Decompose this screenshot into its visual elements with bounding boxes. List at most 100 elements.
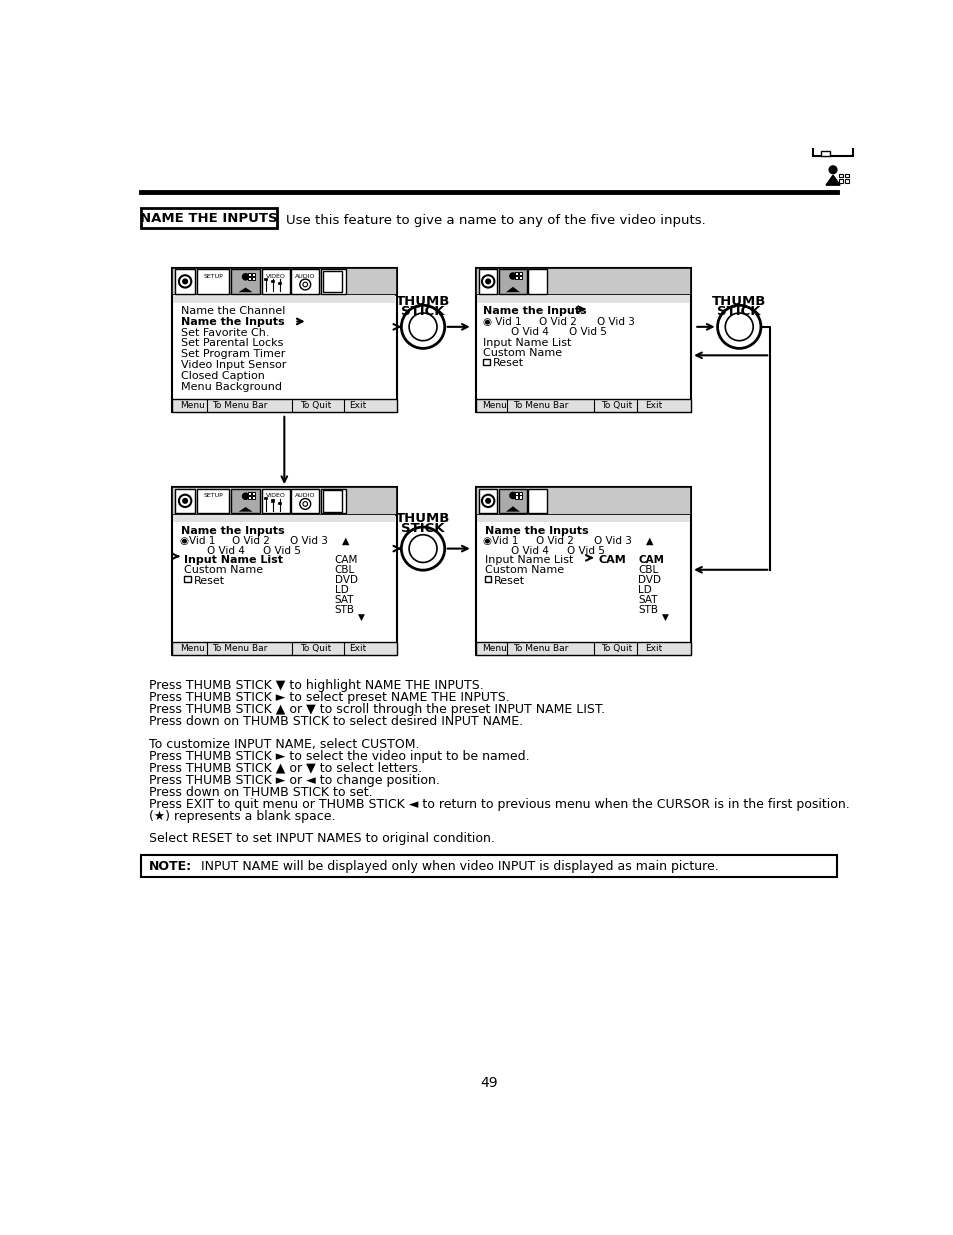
Text: O Vid 3: O Vid 3 xyxy=(593,536,631,546)
Bar xyxy=(172,487,396,515)
Bar xyxy=(323,490,341,511)
Bar xyxy=(141,209,276,228)
Bar xyxy=(264,278,267,280)
Text: Press THUMB STICK ▼ to highlight NAME THE INPUTS.: Press THUMB STICK ▼ to highlight NAME TH… xyxy=(149,679,483,693)
Bar xyxy=(476,399,691,412)
Text: Reset: Reset xyxy=(493,358,523,368)
Text: Menu: Menu xyxy=(481,643,506,653)
Bar xyxy=(476,642,691,655)
Text: Input Name List: Input Name List xyxy=(483,337,571,347)
Text: To Quit: To Quit xyxy=(299,401,331,410)
Text: Press down on THUMB STICK to set.: Press down on THUMB STICK to set. xyxy=(149,785,372,799)
Circle shape xyxy=(242,493,249,499)
FancyBboxPatch shape xyxy=(231,489,260,514)
Bar xyxy=(271,280,274,282)
Text: SAT: SAT xyxy=(638,595,658,605)
Text: Use this feature to give a name to any of the five video inputs.: Use this feature to give a name to any o… xyxy=(286,214,705,227)
FancyBboxPatch shape xyxy=(320,269,345,294)
Text: SETUP: SETUP xyxy=(203,274,223,279)
Text: Press THUMB STICK ► or ◄ to change position.: Press THUMB STICK ► or ◄ to change posit… xyxy=(149,774,439,787)
Bar xyxy=(476,487,691,515)
Text: O Vid 3: O Vid 3 xyxy=(596,317,634,327)
Text: O Vid 2: O Vid 2 xyxy=(538,317,577,327)
Polygon shape xyxy=(238,288,253,293)
Circle shape xyxy=(509,273,516,279)
Text: O Vid 3: O Vid 3 xyxy=(290,536,327,546)
Bar xyxy=(518,492,521,495)
Text: ▼: ▼ xyxy=(661,613,668,621)
Text: ◉ Vid 1: ◉ Vid 1 xyxy=(483,317,521,327)
Bar xyxy=(252,277,254,280)
Text: Press THUMB STICK ▲ or ▼ to scroll through the preset INPUT NAME LIST.: Press THUMB STICK ▲ or ▼ to scroll throu… xyxy=(149,704,604,716)
Circle shape xyxy=(242,274,249,280)
Bar xyxy=(172,268,396,412)
Text: ▼: ▼ xyxy=(357,613,364,621)
Text: Name the Inputs: Name the Inputs xyxy=(484,526,588,536)
Bar xyxy=(518,275,521,279)
Bar xyxy=(476,515,689,522)
Bar xyxy=(172,399,396,412)
Polygon shape xyxy=(505,287,519,293)
FancyBboxPatch shape xyxy=(478,269,497,294)
Text: O Vid 2: O Vid 2 xyxy=(536,536,574,546)
Bar xyxy=(141,856,836,877)
Bar xyxy=(515,495,517,499)
FancyBboxPatch shape xyxy=(174,269,195,294)
Polygon shape xyxy=(238,508,253,511)
Bar xyxy=(476,268,691,295)
Bar xyxy=(248,493,251,495)
Text: Press THUMB STICK ► to select the video input to be named.: Press THUMB STICK ► to select the video … xyxy=(149,750,529,763)
Bar xyxy=(172,487,396,655)
Bar xyxy=(173,295,395,303)
Bar xyxy=(172,642,396,655)
Text: Exit: Exit xyxy=(644,401,661,410)
Text: Set Favorite Ch.: Set Favorite Ch. xyxy=(181,327,270,337)
Text: Set Parental Locks: Set Parental Locks xyxy=(181,338,283,348)
Text: Input Name List: Input Name List xyxy=(184,555,283,564)
Bar xyxy=(476,268,691,295)
Bar xyxy=(476,399,691,412)
Text: STICK: STICK xyxy=(717,305,760,317)
Text: O Vid 4: O Vid 4 xyxy=(511,327,549,337)
FancyBboxPatch shape xyxy=(478,489,497,514)
FancyBboxPatch shape xyxy=(196,269,229,294)
Bar xyxy=(252,496,254,499)
Bar xyxy=(173,515,395,522)
Text: CBL: CBL xyxy=(638,564,659,574)
Bar xyxy=(172,487,396,515)
Text: To Menu Bar: To Menu Bar xyxy=(212,401,268,410)
Bar xyxy=(271,499,274,501)
FancyBboxPatch shape xyxy=(196,489,229,514)
FancyBboxPatch shape xyxy=(261,489,290,514)
Text: NOTE:: NOTE: xyxy=(149,860,192,873)
Bar xyxy=(248,273,251,275)
Bar xyxy=(248,496,251,499)
Text: THUMB: THUMB xyxy=(395,511,450,525)
Bar xyxy=(476,487,691,655)
Text: CAM: CAM xyxy=(598,555,625,564)
Bar xyxy=(172,268,396,295)
Text: Menu: Menu xyxy=(179,401,204,410)
Text: Exit: Exit xyxy=(348,643,366,653)
Text: Custom Name: Custom Name xyxy=(184,564,263,574)
Text: Exit: Exit xyxy=(644,643,661,653)
Polygon shape xyxy=(825,175,840,185)
Text: Name the Inputs: Name the Inputs xyxy=(181,526,285,536)
Text: Press down on THUMB STICK to select desired INPUT NAME.: Press down on THUMB STICK to select desi… xyxy=(149,715,522,729)
Bar xyxy=(184,577,191,583)
Bar xyxy=(278,282,281,284)
Bar xyxy=(518,495,521,499)
Text: VIDEO: VIDEO xyxy=(266,493,286,498)
Text: STB: STB xyxy=(638,605,658,615)
Text: O Vid 5: O Vid 5 xyxy=(568,327,606,337)
Text: SETUP: SETUP xyxy=(203,493,223,498)
Circle shape xyxy=(183,279,187,284)
Text: Menu: Menu xyxy=(481,401,506,410)
FancyBboxPatch shape xyxy=(498,489,526,514)
Text: AUDIO: AUDIO xyxy=(294,493,315,498)
Text: O Vid 4: O Vid 4 xyxy=(510,546,548,556)
Text: ▲: ▲ xyxy=(645,536,653,546)
Text: Set Program Timer: Set Program Timer xyxy=(181,350,285,359)
Bar xyxy=(172,642,396,655)
FancyBboxPatch shape xyxy=(291,489,319,514)
